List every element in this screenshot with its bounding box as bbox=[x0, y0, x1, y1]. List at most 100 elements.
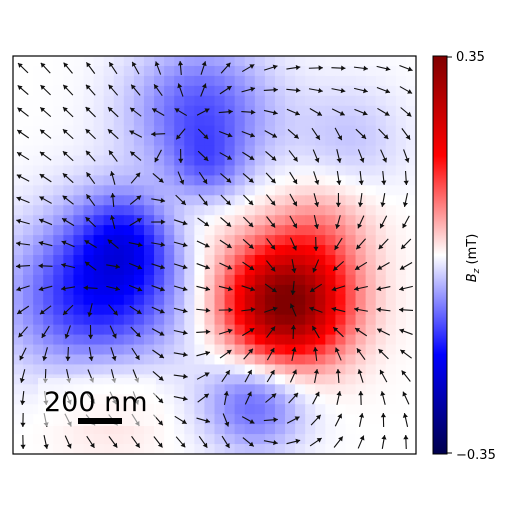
field-arrow bbox=[403, 149, 410, 163]
heatmap-cell bbox=[63, 175, 75, 186]
field-arrow-head bbox=[312, 267, 318, 273]
heatmap-cell bbox=[53, 105, 64, 117]
field-arrow bbox=[334, 413, 343, 427]
heatmap-cell bbox=[325, 75, 336, 87]
field-arrow-head bbox=[292, 201, 297, 207]
heatmap-cell bbox=[385, 354, 397, 366]
heatmap-cell bbox=[395, 354, 407, 366]
heatmap-cell bbox=[234, 75, 246, 87]
field-arrow bbox=[357, 435, 365, 449]
field-arrow-head bbox=[108, 107, 113, 112]
field-arrow bbox=[266, 369, 275, 383]
heatmap-cell bbox=[23, 274, 34, 286]
heatmap-cell bbox=[73, 434, 85, 445]
heatmap-cell bbox=[33, 444, 44, 454]
heatmap-cell bbox=[335, 185, 347, 196]
heatmap-cell bbox=[325, 284, 336, 296]
heatmap-cell bbox=[123, 215, 135, 226]
heatmap-cell bbox=[335, 85, 347, 97]
field-arrow-head bbox=[290, 290, 296, 295]
heatmap-cell bbox=[405, 334, 416, 346]
heatmap-cell bbox=[103, 85, 115, 97]
heatmap-cell bbox=[43, 424, 54, 435]
heatmap-cell bbox=[295, 215, 306, 226]
heatmap-cell bbox=[133, 264, 145, 276]
heatmap-cell bbox=[164, 65, 175, 77]
field-arrow bbox=[309, 437, 322, 447]
heatmap-cell bbox=[244, 404, 256, 415]
field-arrow-head bbox=[137, 242, 143, 248]
field-arrow-head bbox=[107, 129, 113, 135]
heatmap-cell bbox=[385, 65, 397, 77]
heatmap-cell bbox=[315, 354, 326, 366]
heatmap-cell bbox=[73, 215, 85, 226]
field-arrow bbox=[402, 215, 410, 229]
field-arrow-head bbox=[250, 86, 256, 92]
field-arrow bbox=[61, 240, 75, 248]
heatmap-cell bbox=[264, 195, 276, 206]
heatmap-cell bbox=[375, 135, 387, 147]
field-arrow bbox=[289, 303, 297, 317]
heatmap-cell bbox=[305, 75, 316, 87]
heatmap-cell bbox=[305, 394, 316, 405]
field-arrow-head bbox=[318, 65, 323, 71]
heatmap-cell bbox=[174, 384, 185, 395]
heatmap-cell bbox=[335, 264, 347, 276]
heatmap-cell bbox=[23, 444, 34, 454]
heatmap-cell bbox=[43, 264, 54, 276]
heatmap-cell bbox=[285, 374, 296, 385]
heatmap-cell bbox=[63, 255, 75, 266]
field-arrow bbox=[220, 216, 232, 228]
heatmap-cell bbox=[13, 364, 24, 375]
heatmap-cell bbox=[234, 56, 246, 67]
field-arrow bbox=[331, 108, 345, 116]
field-arrow-head bbox=[248, 222, 254, 227]
heatmap-cell bbox=[93, 115, 105, 127]
heatmap-cell bbox=[305, 175, 316, 186]
field-arrow-head bbox=[334, 244, 340, 250]
heatmap-cell bbox=[73, 105, 85, 117]
field-arrow bbox=[153, 436, 163, 448]
heatmap-cell bbox=[254, 185, 266, 196]
heatmap-cell bbox=[63, 444, 75, 454]
field-arrow bbox=[335, 192, 341, 208]
heatmap-cell bbox=[143, 245, 155, 256]
heatmap-cell bbox=[274, 125, 286, 137]
heatmap-cell bbox=[83, 314, 95, 326]
heatmap-cell bbox=[143, 65, 155, 77]
heatmap-cell bbox=[315, 175, 326, 186]
heatmap-cell bbox=[365, 225, 377, 236]
heatmap-cell bbox=[375, 75, 387, 87]
heatmap-cell bbox=[133, 444, 145, 454]
field-arrow bbox=[85, 216, 97, 228]
heatmap-cell bbox=[305, 374, 316, 385]
heatmap-cell bbox=[204, 304, 216, 316]
heatmap-cell bbox=[63, 235, 75, 246]
heatmap-cell bbox=[305, 56, 316, 67]
heatmap-cell bbox=[204, 364, 216, 375]
heatmap-cell bbox=[325, 125, 336, 137]
heatmap-cell bbox=[274, 294, 286, 306]
heatmap-cell bbox=[174, 145, 185, 157]
heatmap-cell bbox=[113, 105, 125, 117]
heatmap-cell bbox=[305, 444, 316, 454]
colorbar-label: Bz (mT) bbox=[465, 234, 482, 283]
heatmap-cell bbox=[385, 274, 397, 286]
field-arrow-head bbox=[112, 442, 118, 448]
heatmap-cell bbox=[274, 235, 286, 246]
heatmap-cell bbox=[43, 344, 54, 356]
heatmap-cell bbox=[355, 205, 367, 216]
heatmap-cell bbox=[133, 95, 145, 107]
heatmap-cell bbox=[23, 95, 34, 107]
heatmap-cell bbox=[154, 185, 165, 196]
heatmap-cell bbox=[23, 354, 34, 366]
heatmap-cell bbox=[93, 354, 105, 366]
heatmap-cell bbox=[83, 284, 95, 296]
heatmap-cell bbox=[174, 424, 185, 435]
field-arrow-head bbox=[63, 62, 69, 68]
heatmap-cell bbox=[345, 374, 357, 385]
heatmap-cell bbox=[335, 334, 347, 346]
heatmap-cell bbox=[405, 56, 416, 67]
field-arrow bbox=[107, 239, 119, 249]
heatmap-cell bbox=[13, 65, 24, 77]
